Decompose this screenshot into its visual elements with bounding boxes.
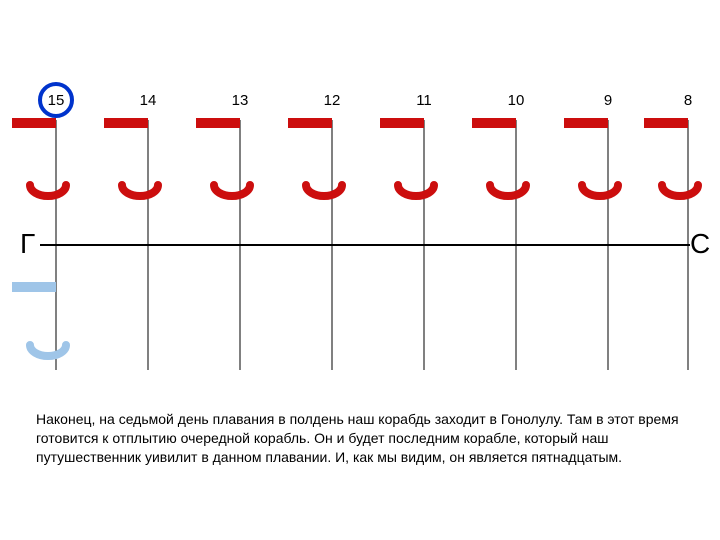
ship-flag	[644, 118, 688, 128]
own-ship-wake-arc	[30, 345, 66, 356]
ship-flag	[288, 118, 332, 128]
ship-wake-arc	[122, 185, 158, 196]
ship-number-label: 12	[324, 92, 341, 109]
ship-number-label: 8	[684, 92, 692, 109]
ship-wake-arc	[214, 185, 250, 196]
ship-flag	[564, 118, 608, 128]
own-ship-flag	[12, 282, 56, 292]
ship-wake-arc	[490, 185, 526, 196]
ship-number-label: 10	[508, 92, 525, 109]
ship-wake-arc	[30, 185, 66, 196]
ship-number-label: 14	[140, 92, 157, 109]
left-end-label: Г	[20, 228, 35, 259]
right-end-label: С	[690, 228, 710, 259]
ship-wake-arc	[398, 185, 434, 196]
ship-wake-arc	[306, 185, 342, 196]
ship-number-label: 15	[48, 92, 65, 109]
ship-wake-arc	[582, 185, 618, 196]
ship-number-label: 11	[416, 92, 432, 109]
ship-flag	[104, 118, 148, 128]
ship-flag	[12, 118, 56, 128]
ship-number-label: 13	[232, 92, 249, 109]
ship-number-label: 9	[604, 92, 612, 109]
ship-flag	[472, 118, 516, 128]
ship-flag	[196, 118, 240, 128]
ship-flag	[380, 118, 424, 128]
ship-wake-arc	[662, 185, 698, 196]
body-paragraph: Наконец, на седьмой день плавания в полд…	[36, 410, 686, 467]
